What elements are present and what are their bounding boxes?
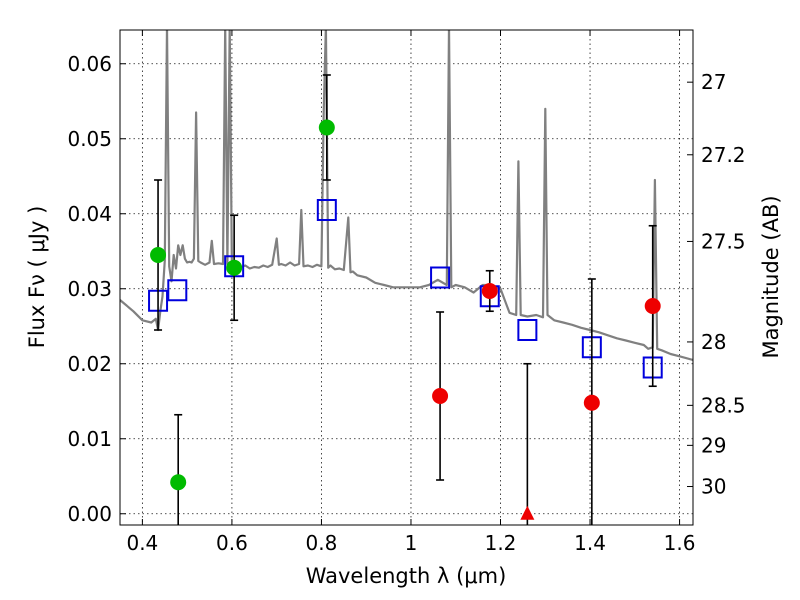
- magnitude-tick-label: 30: [701, 475, 726, 499]
- x-tick-label: 0.4: [126, 531, 158, 555]
- axis-text-layer: Wavelength λ (μm) Flux Fν ( μJy ) Magnit…: [25, 195, 783, 588]
- observed-flux-marker: [481, 283, 498, 299]
- observed-flux-marker: [150, 247, 167, 263]
- y-tick-label: 0.04: [67, 202, 112, 226]
- magnitude-tick-label: 27.5: [701, 229, 746, 253]
- plot-background: [120, 30, 693, 525]
- y-tick-label: 0.00: [67, 502, 112, 526]
- magnitude-tick-label: 29: [701, 433, 726, 457]
- observed-flux-marker: [318, 119, 335, 136]
- x-tick-label: 0.6: [216, 531, 248, 555]
- x-tick-label: 0.8: [306, 531, 338, 555]
- y-tick-label: 0.06: [67, 52, 112, 76]
- x-tick-label: 1: [405, 531, 418, 555]
- model-flux-marker: [430, 266, 451, 289]
- y-tick-label: 0.03: [67, 277, 112, 301]
- x-axis-label: Wavelength λ (μm): [306, 564, 507, 588]
- y-axis-label: Flux Fν ( μJy ): [25, 206, 49, 349]
- data-layer: [120, 30, 693, 525]
- x-tick-label: 1.4: [574, 531, 606, 555]
- magnitude-tick-label: 27.2: [701, 143, 746, 167]
- observed-flux-marker: [170, 474, 187, 491]
- tick-layer: 0.4 0.6 0.8 1 1.2 1.4 1.6 0.00 0.01 0.02 0.03 0.04 0…: [67, 30, 746, 555]
- x-tick-label: 1.6: [664, 531, 696, 555]
- observed-flux-marker: [583, 394, 600, 411]
- observed-flux-marker: [226, 259, 243, 276]
- magnitude-tick-label: 28.5: [701, 393, 746, 417]
- magnitude-tick-label: 28: [701, 330, 726, 354]
- observed-flux-marker: [432, 388, 449, 404]
- spectrum-line: [120, 30, 693, 362]
- x-tick-label: 1.2: [485, 531, 517, 555]
- model-flux-marker: [316, 199, 337, 221]
- grid-layer: [120, 30, 693, 525]
- model-flux-marker: [167, 279, 188, 302]
- upper-limit-marker: [520, 505, 535, 520]
- y-tick-label: 0.01: [67, 427, 112, 451]
- y-tick-label: 0.02: [67, 352, 112, 376]
- model-flux-marker: [517, 319, 538, 341]
- y-tick-label: 0.05: [67, 127, 112, 151]
- magnitude-tick-label: 27: [701, 70, 726, 94]
- plot-frame: [119, 29, 694, 526]
- y2-axis-label: Magnitude (AB): [759, 195, 783, 358]
- observed-flux-marker: [644, 298, 661, 314]
